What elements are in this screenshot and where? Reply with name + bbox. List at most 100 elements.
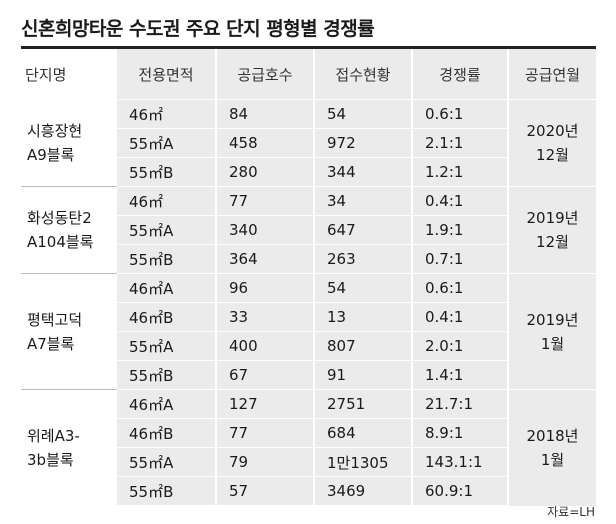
source-note: 자료=LH xyxy=(547,505,595,519)
area-cell: 46㎡ xyxy=(117,99,217,129)
ratio-cell: 0.6:1 xyxy=(412,273,509,303)
complex-name-cell: 평택고덕 A7블록 xyxy=(21,273,117,390)
applications-cell: 13 xyxy=(314,302,413,332)
applications-cell: 54 xyxy=(314,99,413,129)
complex-block: A7블록 xyxy=(27,334,75,353)
supply-cell: 127 xyxy=(216,389,315,419)
area-cell: 55㎡B xyxy=(117,244,217,274)
ratio-cell: 1.4:1 xyxy=(412,360,509,390)
month-month: 1월 xyxy=(540,334,565,353)
applications-cell: 2751 xyxy=(314,389,413,419)
area-cell: 55㎡A xyxy=(117,128,217,158)
month-cell: 2020년 12월 xyxy=(508,99,596,187)
month-cell: 2019년 1월 xyxy=(508,273,596,390)
table-row: 평택고덕 A7블록 46㎡A 96 54 0.6:1 2019년 1월 xyxy=(21,273,596,390)
ratio-cell: 0.4:1 xyxy=(412,302,509,332)
applications-cell: 647 xyxy=(314,215,413,245)
month-year: 2020년 xyxy=(526,122,579,140)
area-cell: 46㎡A xyxy=(117,273,217,303)
supply-cell: 77 xyxy=(216,186,315,216)
ratio-cell: 1.9:1 xyxy=(412,215,509,245)
applications-cell: 972 xyxy=(314,128,413,158)
table-row: 55㎡B 67 91 1.4:1 xyxy=(21,360,596,390)
table-row: 55㎡B 280 344 1.2:1 xyxy=(21,157,596,187)
ratio-cell: 143.1:1 xyxy=(412,447,509,477)
table-row: 55㎡B 57 3469 60.9:1 xyxy=(21,476,596,506)
table-row: 시흥장현 A9블록 46㎡ 84 54 0.6:1 2020년 12월 xyxy=(21,99,596,187)
area-cell: 55㎡A xyxy=(117,331,217,361)
table-row: 위례A3- 3b블록 46㎡A 127 2751 21.7:1 2018년 1월 xyxy=(21,389,596,506)
complex-name: 위례A3- xyxy=(27,426,80,445)
ratio-cell: 1.2:1 xyxy=(412,157,509,187)
supply-cell: 57 xyxy=(216,476,315,506)
supply-cell: 364 xyxy=(216,244,315,274)
month-cell: 2018년 1월 xyxy=(508,389,596,506)
ratio-cell: 0.6:1 xyxy=(412,99,509,129)
month-month: 12월 xyxy=(536,233,569,251)
area-cell: 46㎡ xyxy=(117,186,217,216)
complex-name-cell: 시흥장현 A9블록 xyxy=(21,99,117,187)
supply-cell: 340 xyxy=(216,215,315,245)
table-row: 55㎡A 79 1만1305 143.1:1 xyxy=(21,447,596,477)
applications-cell: 54 xyxy=(314,273,413,303)
supply-cell: 280 xyxy=(216,157,315,187)
ratio-cell: 2.1:1 xyxy=(412,128,509,158)
month-year: 2018년 xyxy=(526,426,579,445)
table-header-row: 단지명 전용면적 공급호수 접수현황 경쟁률 공급연월 xyxy=(21,49,596,100)
table-row: 46㎡B 77 684 8.9:1 xyxy=(21,418,596,448)
competition-table: 단지명 전용면적 공급호수 접수현황 경쟁률 공급연월 시흥장현 A9블록 46… xyxy=(21,49,596,506)
month-month: 1월 xyxy=(540,450,565,469)
table-row: 55㎡A 340 647 1.9:1 xyxy=(21,215,596,245)
complex-block: A9블록 xyxy=(27,145,75,164)
month-cell: 2019년 12월 xyxy=(508,186,596,274)
applications-cell: 807 xyxy=(314,331,413,361)
complex-name-cell: 화성동탄2 A104블록 xyxy=(21,186,117,274)
applications-cell: 1만1305 xyxy=(314,447,413,477)
supply-cell: 96 xyxy=(216,273,315,303)
supply-cell: 84 xyxy=(216,99,315,129)
table-row: 55㎡A 458 972 2.1:1 xyxy=(21,128,596,158)
supply-cell: 67 xyxy=(216,360,315,390)
area-cell: 46㎡B xyxy=(117,302,217,332)
area-cell: 55㎡B xyxy=(117,476,217,506)
header-complex: 단지명 xyxy=(25,65,67,84)
applications-cell: 263 xyxy=(314,244,413,274)
complex-name: 화성동탄2 xyxy=(27,209,92,227)
page-title: 신혼희망타운 수도권 주요 단지 평형별 경쟁률 xyxy=(21,18,375,40)
month-month: 12월 xyxy=(536,146,569,164)
applications-cell: 91 xyxy=(314,360,413,390)
area-cell: 55㎡A xyxy=(117,215,217,245)
area-cell: 46㎡B xyxy=(117,418,217,448)
complex-block: A104블록 xyxy=(27,233,94,251)
header-ratio: 경쟁률 xyxy=(412,49,509,100)
ratio-cell: 60.9:1 xyxy=(412,476,509,506)
ratio-cell: 8.9:1 xyxy=(412,418,509,448)
header-applications: 접수현황 xyxy=(314,49,413,100)
supply-cell: 458 xyxy=(216,128,315,158)
supply-cell: 400 xyxy=(216,331,315,361)
ratio-cell: 21.7:1 xyxy=(412,389,509,419)
supply-cell: 79 xyxy=(216,447,315,477)
table-row: 화성동탄2 A104블록 46㎡ 77 34 0.4:1 2019년 12월 xyxy=(21,186,596,274)
complex-name: 시흥장현 xyxy=(27,121,83,140)
applications-cell: 684 xyxy=(314,418,413,448)
month-year: 2019년 xyxy=(526,209,579,227)
complex-name: 평택고덕 xyxy=(27,310,83,329)
area-cell: 46㎡A xyxy=(117,389,217,419)
header-area: 전용면적 xyxy=(117,49,217,100)
table-row: 46㎡B 33 13 0.4:1 xyxy=(21,302,596,332)
applications-cell: 34 xyxy=(314,186,413,216)
complex-name-cell: 위례A3- 3b블록 xyxy=(21,390,117,506)
applications-cell: 344 xyxy=(314,157,413,187)
title-rule xyxy=(21,46,596,49)
area-cell: 55㎡A xyxy=(117,447,217,477)
ratio-cell: 0.4:1 xyxy=(412,186,509,216)
supply-cell: 77 xyxy=(216,418,315,448)
supply-cell: 33 xyxy=(216,302,315,332)
complex-block: 3b블록 xyxy=(27,450,74,469)
header-month: 공급연월 xyxy=(508,49,596,100)
ratio-cell: 0.7:1 xyxy=(412,244,509,274)
month-year: 2019년 xyxy=(526,310,579,329)
area-cell: 55㎡B xyxy=(117,157,217,187)
table-row: 55㎡B 364 263 0.7:1 xyxy=(21,244,596,274)
